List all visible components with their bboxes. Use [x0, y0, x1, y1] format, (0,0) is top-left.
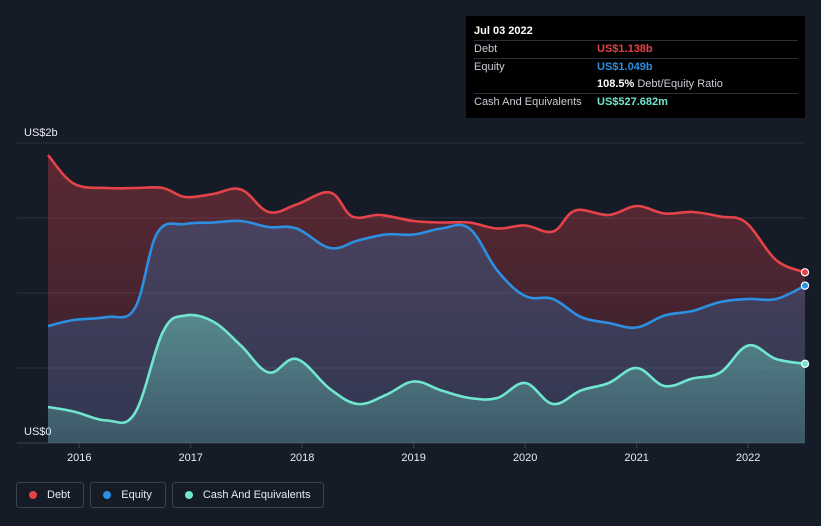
- y-axis-top-label: US$2b: [24, 127, 58, 139]
- tooltip-equity-label: Equity: [474, 61, 505, 73]
- tooltip-ratio-value: 108.5%: [597, 78, 635, 90]
- tooltip-debt-value: US$1.138b: [597, 43, 653, 55]
- tooltip-row-ratio: 108.5% Debt/Equity Ratio: [474, 76, 798, 93]
- tooltip-row-debt: Debt US$1.138b: [474, 40, 798, 58]
- series-lines: [47, 154, 806, 425]
- line-cash: [47, 313, 806, 425]
- x-tick-label-2021: 2021: [624, 452, 648, 464]
- line-debt: [47, 154, 806, 274]
- x-axis-ticks: 2016 2017 2018 2019 2020 2021 2022: [67, 443, 760, 464]
- legend-item-equity[interactable]: Equity: [90, 482, 166, 508]
- legend-dot-debt-icon: [29, 491, 37, 499]
- legend-label-debt: Debt: [47, 489, 71, 501]
- x-tick-label-2016: 2016: [67, 452, 91, 464]
- x-tick-label-2022: 2022: [736, 452, 760, 464]
- endpoint-debt: [800, 268, 810, 277]
- x-tick-label-2019: 2019: [401, 452, 425, 464]
- chart-legend: Debt Equity Cash And Equivalents: [16, 482, 330, 508]
- legend-label-cash: Cash And Equivalents: [202, 489, 311, 501]
- line-equity: [47, 219, 806, 330]
- tooltip-cash-label: Cash And Equivalents: [474, 96, 582, 108]
- legend-item-debt[interactable]: Debt: [16, 482, 85, 508]
- legend-item-cash[interactable]: Cash And Equivalents: [171, 482, 325, 508]
- series-areas: [48, 155, 805, 443]
- x-tick-label-2017: 2017: [178, 452, 202, 464]
- tooltip-debt-label: Debt: [474, 43, 498, 55]
- tooltip-row-equity: Equity US$1.049b: [474, 58, 798, 76]
- tooltip-equity-value: US$1.049b: [597, 61, 653, 73]
- endpoint-equity: [800, 281, 810, 290]
- x-tick-label-2020: 2020: [513, 452, 537, 464]
- legend-label-equity: Equity: [121, 489, 152, 501]
- area-cash: [48, 314, 805, 443]
- series-endpoints: [800, 268, 810, 368]
- y-axis-bottom-label: US$0: [24, 426, 52, 438]
- legend-dot-cash-icon: [184, 491, 193, 499]
- chart-tooltip: Jul 03 2022 Debt US$1.138b Equity US$1.0…: [466, 16, 805, 118]
- tooltip-ratio-label: Debt/Equity Ratio: [637, 78, 723, 90]
- tooltip-cash-value: US$527.682m: [597, 96, 668, 108]
- legend-dot-equity-icon: [103, 491, 112, 499]
- endpoint-cash: [800, 359, 810, 368]
- tooltip-row-cash: Cash And Equivalents US$527.682m: [474, 93, 798, 111]
- x-tick-label-2018: 2018: [290, 452, 314, 464]
- tooltip-date: Jul 03 2022: [474, 25, 533, 37]
